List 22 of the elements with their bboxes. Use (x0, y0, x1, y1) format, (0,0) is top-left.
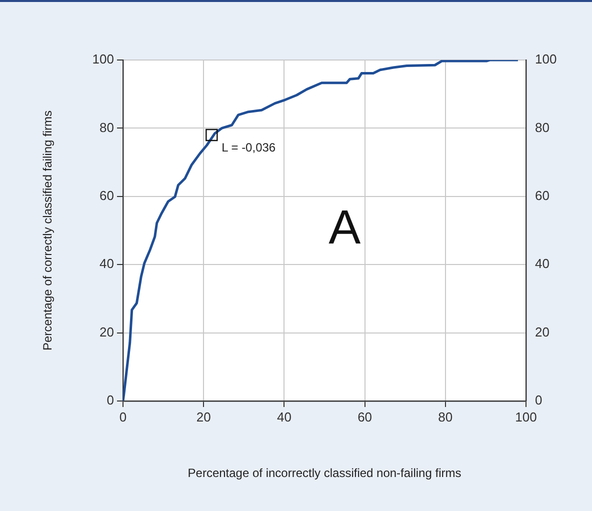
y-tick-label: 80 (100, 120, 114, 135)
annotation: A (328, 202, 361, 255)
x-tick-label: 20 (196, 409, 211, 424)
annotation: L = -0,036 (222, 140, 276, 154)
y2-tick-label: 100 (535, 52, 557, 67)
y-tick-label: 0 (106, 392, 114, 408)
y2-tick-label: 80 (535, 120, 550, 135)
y-tick-label: 100 (92, 52, 114, 67)
x-axis-title: Percentage of incorrectly classified non-failing firms (188, 466, 462, 480)
x-tick-label: 100 (515, 409, 537, 424)
y-tick-label: 20 (100, 324, 114, 340)
y-tick-label: 60 (100, 188, 114, 203)
y-tick-label: 40 (100, 256, 114, 272)
y2-tick-label: 60 (535, 188, 550, 203)
y2-tick-label: 40 (535, 256, 550, 272)
y2-tick-label: 20 (535, 324, 550, 340)
x-tick-label: 60 (358, 409, 372, 424)
y2-tick-label: 0 (535, 392, 542, 408)
x-tick-label: 0 (119, 409, 127, 424)
x-tick-label: 80 (438, 409, 453, 424)
y-axis-title: Percentage of correctly classified failing firms (40, 110, 55, 351)
x-tick-label: 40 (276, 409, 292, 424)
